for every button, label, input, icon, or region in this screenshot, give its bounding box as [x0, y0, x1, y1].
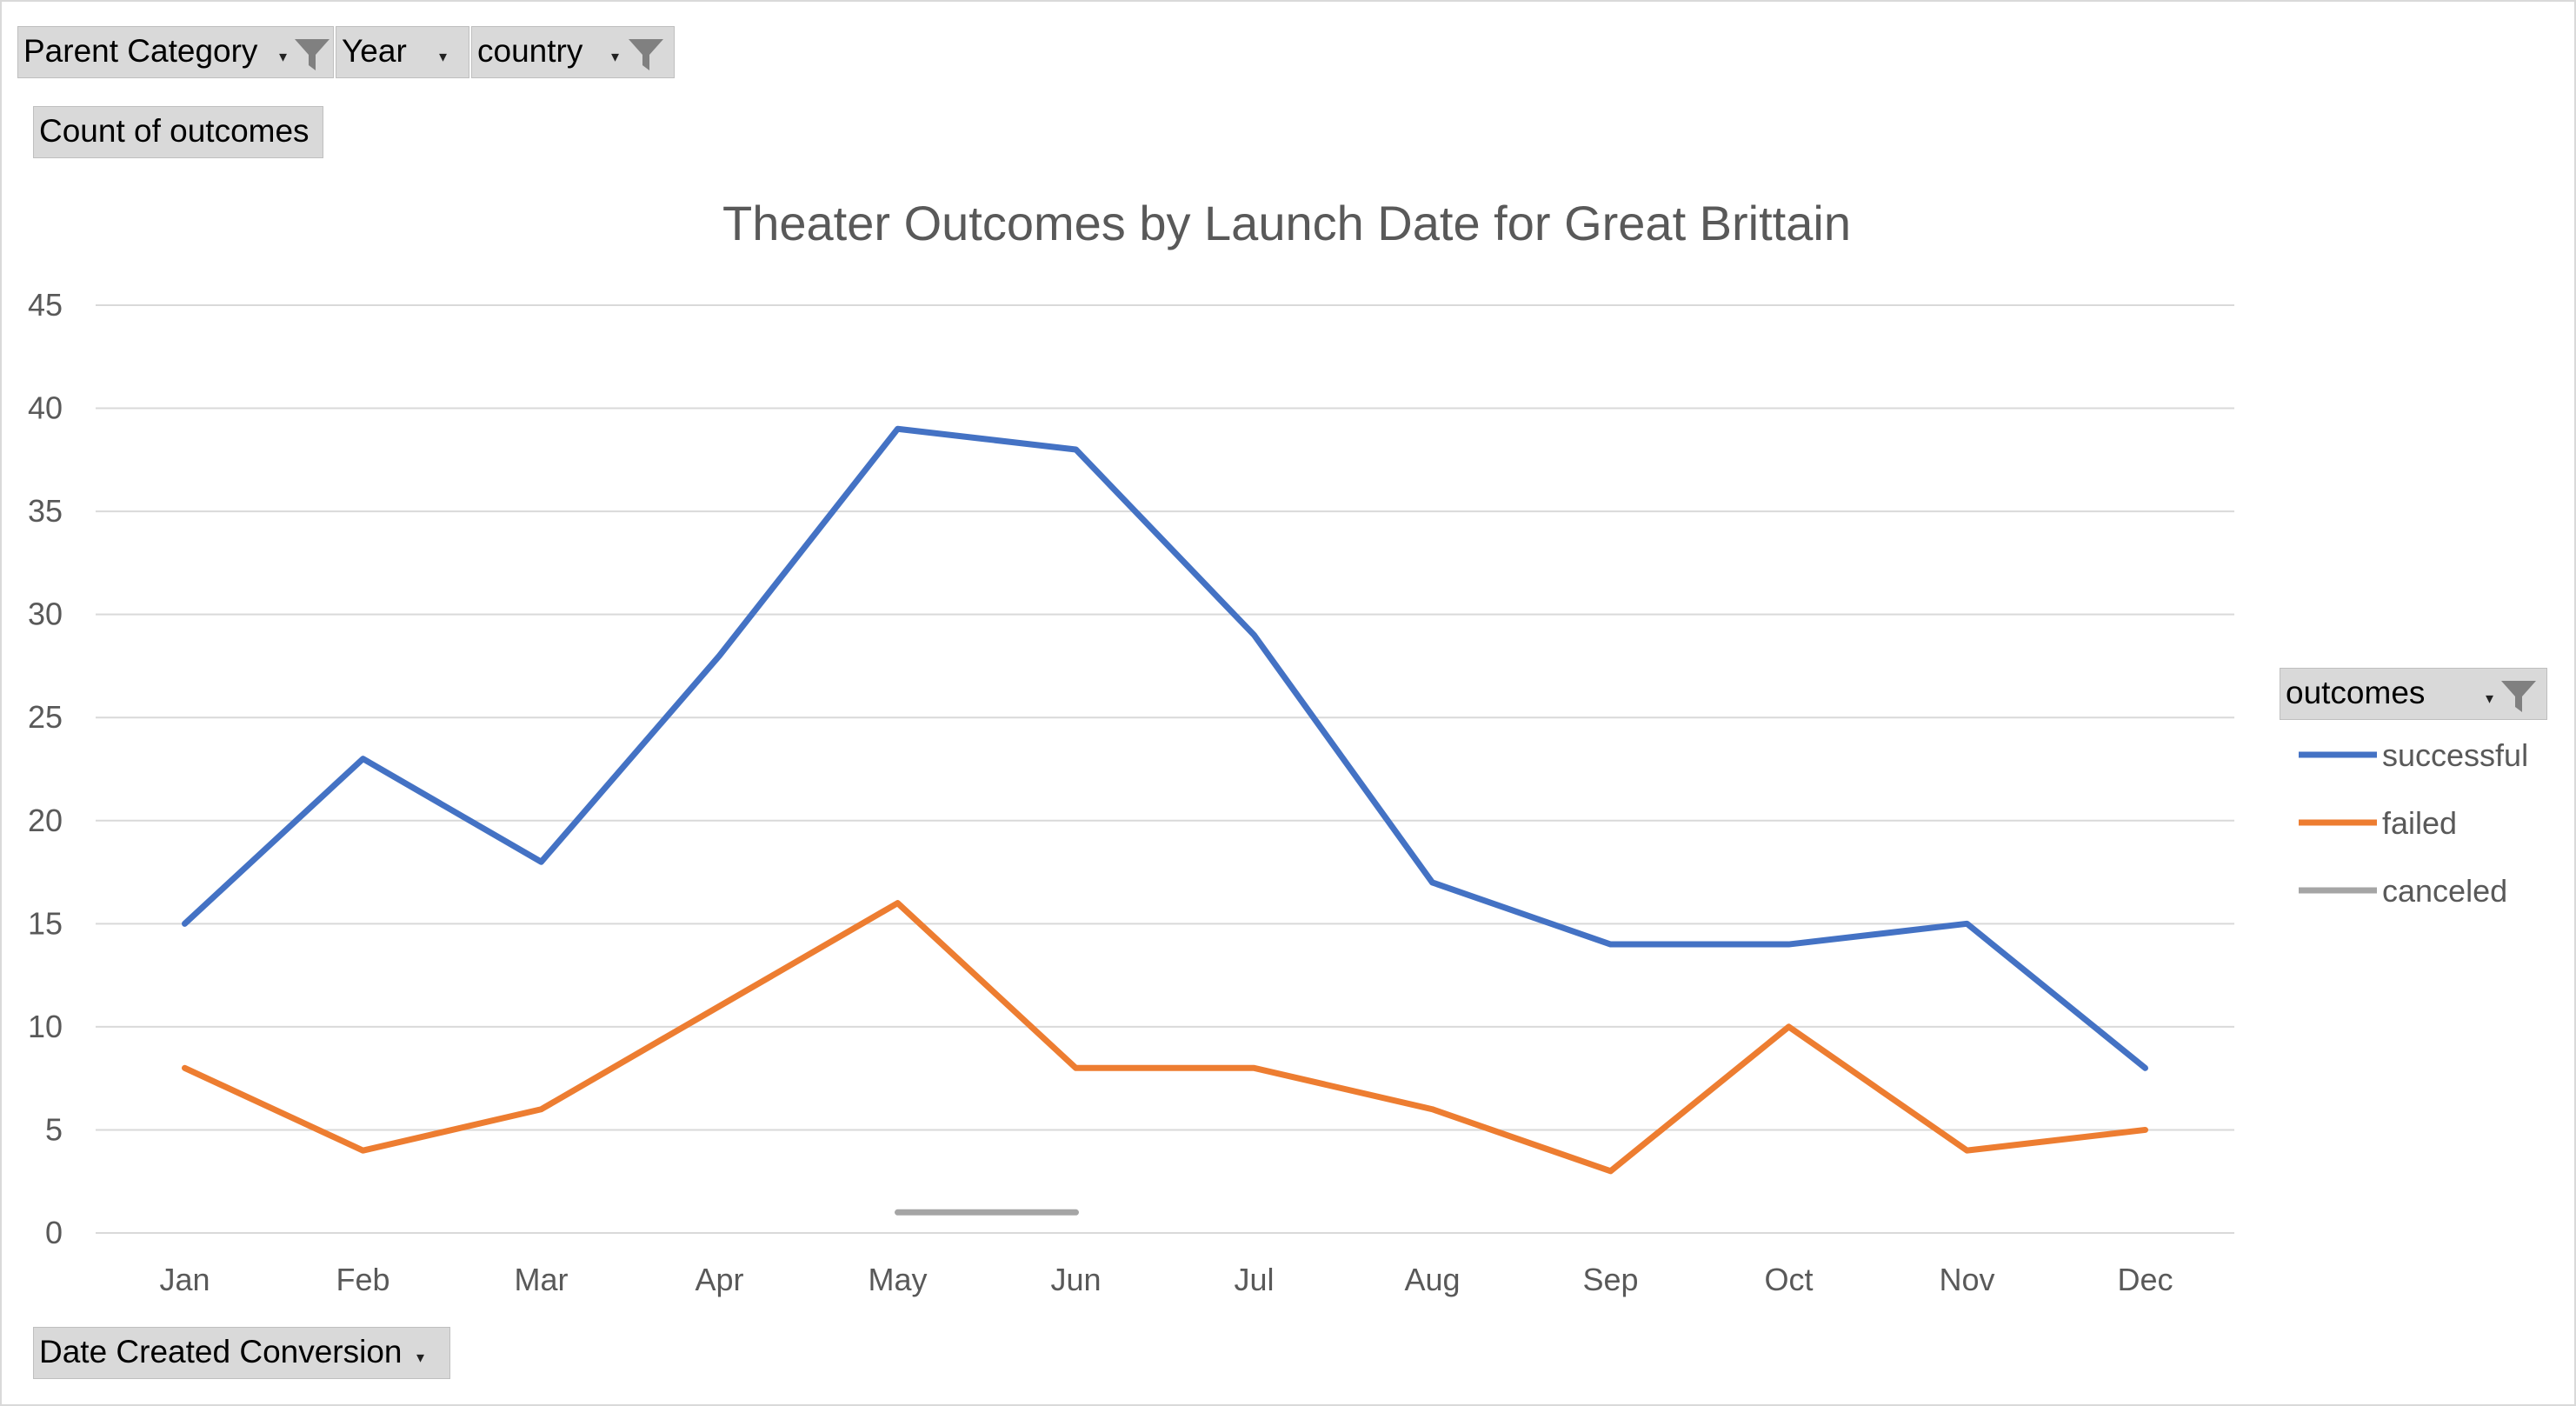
axis-field-date-created-conversion[interactable]: Date Created Conversion ▾ [33, 1327, 450, 1379]
x-tick-label: Aug [1404, 1262, 1460, 1297]
x-tick-label: Oct [1764, 1262, 1813, 1297]
x-tick-label: Dec [2117, 1262, 2173, 1297]
y-tick-label: 35 [28, 493, 63, 529]
y-tick-label: 10 [28, 1009, 63, 1044]
dropdown-arrow-icon: ▾ [439, 48, 448, 65]
y-tick-label: 45 [28, 287, 63, 323]
x-tick-label: Jun [1050, 1262, 1101, 1297]
legend-label-failed: failed [2382, 805, 2457, 841]
x-axis-tick-labels: Jan Feb Mar Apr May Jun Jul Aug Sep Oct Nov Dec [159, 1262, 2173, 1297]
x-tick-label: Nov [1939, 1262, 1994, 1297]
series-line-failed [182, 900, 2148, 1175]
filter-field-country[interactable]: country ▾ [471, 26, 675, 78]
axis-field-label: Date Created Conversion [39, 1334, 403, 1369]
y-tick-label: 5 [45, 1111, 63, 1147]
dropdown-arrow-icon: ▾ [2486, 690, 2494, 707]
funnel-filter-icon [295, 39, 329, 70]
y-tick-label: 0 [45, 1215, 63, 1250]
y-tick-label: 40 [28, 390, 63, 426]
y-axis-tick-labels: 0 5 10 15 20 25 30 35 40 45 [28, 287, 63, 1250]
dropdown-arrow-icon: ▾ [279, 48, 288, 65]
legend-label-canceled: canceled [2382, 873, 2507, 909]
filter-field-year[interactable]: Year ▾ [336, 26, 469, 78]
y-tick-label: 15 [28, 905, 63, 941]
x-tick-label: Jul [1234, 1262, 1274, 1297]
legend: successful failed canceled [2299, 737, 2528, 909]
funnel-filter-icon [2501, 681, 2536, 712]
y-tick-label: 20 [28, 803, 63, 838]
legend-label-successful: successful [2382, 737, 2528, 773]
y-tick-label: 25 [28, 699, 63, 735]
x-tick-label: Sep [1582, 1262, 1638, 1297]
values-field-label: Count of outcomes [39, 113, 310, 149]
x-tick-label: Apr [695, 1262, 743, 1297]
filter-field-label: Year [342, 33, 407, 69]
chart-title: Theater Outcomes by Launch Date for Grea… [722, 196, 1851, 250]
x-tick-label: Mar [515, 1262, 569, 1297]
values-field-count-of-outcomes[interactable]: Count of outcomes [33, 106, 323, 158]
x-tick-label: Feb [336, 1262, 389, 1297]
filter-field-label: Parent Category [23, 33, 258, 69]
filter-field-parent-category[interactable]: Parent Category ▾ [17, 26, 334, 78]
filter-field-label: country [477, 33, 583, 69]
dropdown-arrow-icon: ▾ [611, 48, 620, 65]
legend-field-outcomes[interactable]: outcomes ▾ [2280, 668, 2547, 720]
gridlines [96, 304, 2234, 1234]
funnel-filter-icon [629, 39, 663, 70]
x-tick-label: Jan [159, 1262, 210, 1297]
legend-field-label: outcomes [2286, 675, 2426, 710]
series-line-successful [182, 425, 2148, 1071]
y-tick-label: 30 [28, 596, 63, 632]
dropdown-arrow-icon: ▾ [416, 1349, 425, 1366]
x-tick-label: May [868, 1262, 927, 1297]
series-lines [182, 425, 2148, 1216]
